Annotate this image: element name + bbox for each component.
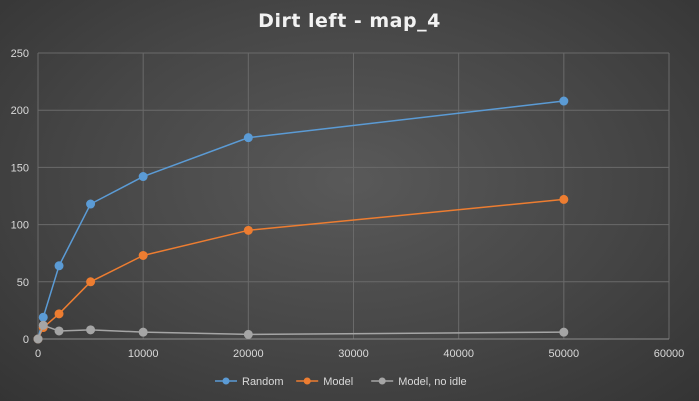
data-point <box>38 312 48 322</box>
x-tick-label: 20000 <box>233 348 264 360</box>
x-tick-label: 10000 <box>128 348 159 360</box>
data-point <box>54 326 64 336</box>
data-point <box>86 325 96 335</box>
y-tick-label: 0 <box>23 334 29 346</box>
data-point <box>86 199 96 209</box>
data-point <box>86 277 96 287</box>
x-tick-label: 0 <box>35 348 41 360</box>
series-line-1 <box>37 198 564 340</box>
x-tick-label: 50000 <box>549 348 580 360</box>
series-line-2 <box>37 324 564 340</box>
data-point <box>138 327 148 337</box>
data-point <box>54 309 64 319</box>
y-tick-label: 100 <box>11 220 29 232</box>
legend-swatch-marker <box>222 377 230 385</box>
data-point <box>138 250 148 260</box>
legend-label: Model <box>323 376 353 388</box>
data-point <box>559 327 569 337</box>
data-point <box>243 225 253 235</box>
legend-label: Model, no idle <box>398 376 467 388</box>
data-point <box>243 329 253 339</box>
chart-title: Dirt left - map_4 <box>258 10 441 32</box>
data-point <box>243 133 253 143</box>
legend-swatch-marker <box>303 377 311 385</box>
legend-swatch-marker <box>378 377 386 385</box>
data-point <box>138 172 148 182</box>
data-point <box>559 194 569 204</box>
y-tick-label: 250 <box>11 48 29 60</box>
x-tick-label: 60000 <box>654 348 685 360</box>
legend-label: Random <box>242 376 284 388</box>
data-point <box>38 320 48 330</box>
data-point <box>33 334 43 344</box>
x-tick-label: 40000 <box>443 348 474 360</box>
y-tick-label: 50 <box>17 277 29 289</box>
x-tick-label: 30000 <box>338 348 369 360</box>
data-point <box>559 96 569 106</box>
y-tick-label: 150 <box>11 162 29 174</box>
data-point <box>54 261 64 271</box>
y-tick-label: 200 <box>11 105 29 117</box>
series-line-0 <box>37 100 564 340</box>
